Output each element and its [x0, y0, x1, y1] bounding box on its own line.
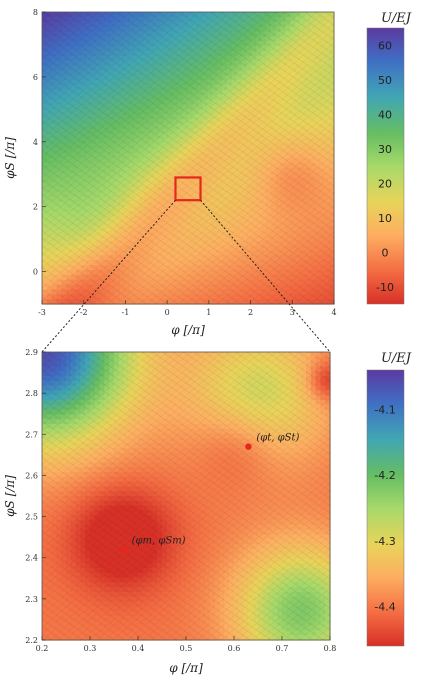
zoom-box — [174, 176, 202, 202]
zoom-connector-left — [41, 199, 176, 353]
x-tick-label: 1 — [206, 308, 211, 317]
top-y-axis-label: φS [/π] — [3, 137, 17, 179]
top-colorbar-ticks: 60 50 40 30 20 10 0 -10 — [376, 39, 394, 294]
top-y-ticks: 0 2 4 6 8 — [33, 8, 46, 277]
x-tick-label: 2 — [248, 308, 253, 317]
colorbar-tick-label: 50 — [378, 74, 392, 87]
y-tick-label: 6 — [33, 73, 38, 82]
top-contour-overlay-2 — [42, 12, 334, 304]
colorbar-tick-label: 20 — [378, 177, 392, 190]
bottom-panel: 0.2 0.3 0.4 0.5 0.6 0.7 0.8 2.22.32.42.52.62.7… — [3, 348, 336, 675]
x-tick-label: 0 — [165, 308, 170, 317]
y-tick-label: 2 — [33, 203, 38, 212]
colorbar-tick-label: 40 — [378, 108, 392, 121]
zoom-connector-right — [200, 199, 331, 353]
x-tick-label: 4 — [331, 308, 336, 317]
colorbar-tick-label: -10 — [376, 281, 394, 294]
top-plot-frame — [41, 11, 335, 305]
colorbar-tick-label: 60 — [378, 39, 392, 52]
top-colorbar: U/EJ 60 50 40 30 20 10 0 -10 — [366, 11, 412, 305]
top-x-ticks: -3 -2 -1 0 1 2 3 4 — [38, 300, 337, 317]
x-tick-label: 3 — [290, 308, 295, 317]
colorbar-tick-label: 30 — [378, 143, 392, 156]
x-tick-label: -3 — [38, 308, 46, 317]
colorbar-tick-label: 0 — [382, 246, 389, 259]
top-x-axis-label: φ [/π] — [171, 323, 205, 337]
top-panel: -3 -2 -1 0 1 2 3 4 0 2 4 6 8 φ [/π] φS [/π] — [3, 8, 337, 353]
x-tick-label: -1 — [122, 308, 130, 317]
top-colorbar-bar — [366, 27, 405, 305]
colorbar-tick-label: 10 — [378, 212, 392, 225]
x-tick-label: -2 — [80, 308, 88, 317]
y-tick-label: 4 — [33, 138, 38, 147]
y-tick-label: 0 — [33, 268, 38, 277]
top-colorbar-title: U/EJ — [381, 11, 412, 26]
y-tick-label: 8 — [33, 8, 38, 17]
